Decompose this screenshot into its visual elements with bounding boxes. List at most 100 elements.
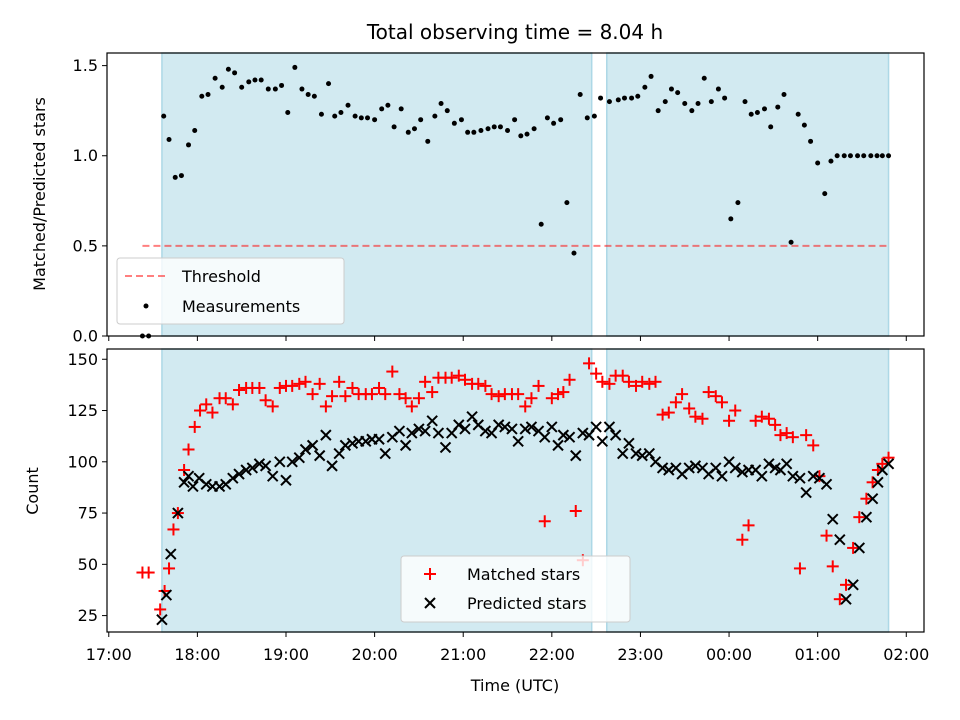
matched-star-point bbox=[826, 560, 839, 573]
predicted-star-point bbox=[426, 415, 438, 427]
measurement-point bbox=[768, 124, 774, 130]
matched-star-point bbox=[882, 451, 895, 464]
x-tick-label: 02:00 bbox=[883, 645, 929, 664]
matched-star-point bbox=[266, 400, 279, 413]
measurement-point bbox=[379, 106, 385, 112]
matched-star-point bbox=[393, 388, 406, 401]
predicted-star-point bbox=[233, 468, 245, 480]
y-tick-label: 25 bbox=[78, 606, 98, 625]
predicted-star-point bbox=[293, 451, 305, 464]
matched-star-point bbox=[662, 406, 675, 419]
y-tick-label: 150 bbox=[67, 350, 98, 369]
matched-star-point bbox=[643, 377, 656, 390]
matched-star-point bbox=[630, 379, 643, 392]
predicted-star-point bbox=[756, 470, 768, 482]
measurement-point bbox=[332, 113, 338, 119]
measurement-point bbox=[808, 138, 814, 144]
measurement-point bbox=[874, 153, 880, 159]
matched-star-point bbox=[689, 410, 702, 423]
measurement-point bbox=[815, 160, 821, 166]
measurement-point bbox=[675, 90, 681, 96]
measurement-point bbox=[212, 75, 218, 81]
measurement-point bbox=[886, 153, 892, 159]
matched-star-point bbox=[286, 379, 299, 392]
measurement-point bbox=[458, 117, 464, 123]
measurement-point bbox=[868, 153, 874, 159]
matched-star-point bbox=[445, 371, 458, 384]
measurement-point bbox=[748, 111, 754, 117]
matched-star-point bbox=[532, 379, 545, 392]
measurement-point bbox=[166, 137, 172, 143]
matched-legend-label: Matched stars bbox=[467, 565, 580, 584]
measurement-point bbox=[689, 108, 695, 114]
matched-star-point bbox=[472, 377, 485, 390]
predicted-star-point bbox=[563, 431, 576, 443]
matched-star-point bbox=[807, 439, 820, 452]
measurement-point bbox=[205, 91, 211, 97]
predicted-star-point bbox=[617, 447, 629, 460]
matched-star-point bbox=[847, 541, 860, 554]
predicted-star-point bbox=[259, 460, 272, 472]
measurement-point bbox=[451, 120, 457, 126]
matched-star-point bbox=[479, 379, 492, 392]
predicted-star-point bbox=[246, 462, 259, 474]
y-tick-label: 0.0 bbox=[73, 327, 98, 346]
predicted-star-point bbox=[187, 480, 199, 493]
measurement-point bbox=[311, 93, 317, 99]
matched-star-point bbox=[386, 365, 399, 378]
measurement-point bbox=[279, 82, 285, 88]
measurement-point bbox=[855, 153, 861, 159]
predicted-star-point bbox=[479, 425, 492, 437]
matched-star-point bbox=[762, 412, 775, 425]
matched-star-point bbox=[178, 463, 191, 476]
predicted-legend-swatch bbox=[424, 597, 436, 609]
predicted-star-point bbox=[519, 423, 531, 435]
matched-star-point bbox=[696, 412, 709, 425]
predicted-star-point bbox=[710, 462, 722, 474]
measurement-point bbox=[497, 124, 503, 130]
predicted-star-point bbox=[413, 423, 425, 435]
measurement-point bbox=[879, 153, 885, 159]
measurement-point bbox=[372, 117, 378, 123]
matched-star-point bbox=[412, 392, 425, 405]
measurement-point bbox=[444, 108, 450, 114]
measurement-point bbox=[695, 100, 701, 106]
measurement-point bbox=[219, 84, 225, 90]
measurement-point bbox=[544, 115, 550, 121]
matched-star-point bbox=[860, 492, 873, 505]
matched-star-point bbox=[563, 373, 576, 386]
predicted-star-point bbox=[827, 513, 839, 525]
measurement-point bbox=[828, 158, 834, 164]
matched-star-point bbox=[154, 603, 167, 616]
predicted-star-point bbox=[840, 593, 852, 605]
measurement-point bbox=[265, 86, 271, 92]
measurement-point bbox=[735, 200, 741, 206]
predicted-star-point bbox=[736, 466, 749, 478]
predicted-star-point bbox=[860, 511, 873, 523]
predicted-star-point bbox=[346, 437, 359, 450]
measurement-point bbox=[365, 115, 371, 121]
measurement-point bbox=[635, 93, 641, 99]
measurement-point bbox=[728, 216, 734, 222]
matched-star-point bbox=[616, 369, 629, 382]
measurement-point bbox=[571, 250, 577, 256]
measurement-point bbox=[715, 86, 721, 92]
predicted-star-point bbox=[525, 421, 538, 433]
measurement-point bbox=[172, 174, 178, 180]
predicted-star-point bbox=[596, 435, 609, 447]
predicted-star-point bbox=[577, 427, 589, 439]
measurement-point bbox=[258, 77, 264, 83]
measurement-point bbox=[551, 120, 557, 126]
x-tick-label: 00:00 bbox=[706, 645, 752, 664]
matched-star-point bbox=[319, 400, 332, 413]
measurement-point bbox=[186, 142, 192, 148]
matched-star-point bbox=[188, 420, 201, 433]
predicted-star-point bbox=[160, 589, 173, 601]
predicted-star-point bbox=[326, 460, 338, 472]
measurement-point bbox=[761, 106, 767, 112]
matched-star-point bbox=[622, 375, 635, 388]
measurement-point bbox=[538, 221, 544, 227]
matched-star-point bbox=[709, 390, 722, 403]
measurement-point bbox=[405, 129, 411, 135]
